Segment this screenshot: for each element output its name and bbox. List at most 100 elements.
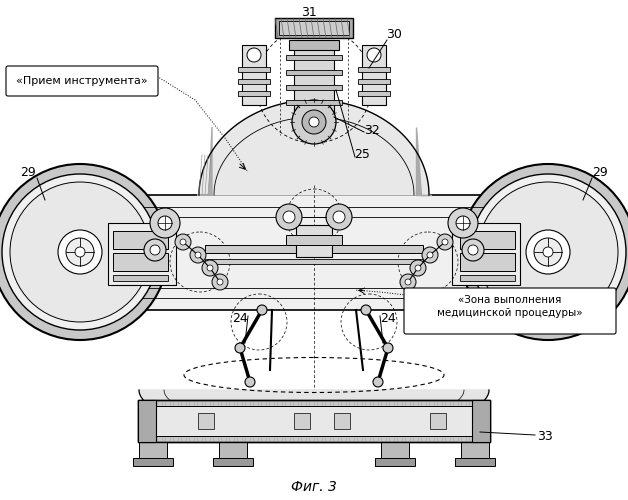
Bar	[219, 442, 247, 464]
Bar	[205, 245, 423, 253]
Text: медицинской процедуры»: медицинской процедуры»	[437, 308, 583, 318]
Circle shape	[66, 238, 94, 266]
Bar	[289, 40, 339, 50]
Circle shape	[410, 260, 426, 276]
Circle shape	[400, 274, 416, 290]
Circle shape	[283, 211, 295, 223]
Text: 29: 29	[592, 166, 608, 178]
Text: 32: 32	[364, 124, 380, 136]
Bar	[286, 70, 342, 75]
Circle shape	[175, 234, 191, 250]
Bar	[460, 275, 515, 281]
Bar	[198, 413, 214, 429]
Text: 30: 30	[386, 28, 402, 42]
Text: 24: 24	[232, 312, 248, 324]
Bar	[242, 45, 266, 105]
Bar	[138, 400, 490, 442]
Bar	[460, 253, 515, 271]
Bar	[461, 442, 489, 464]
Bar	[294, 413, 310, 429]
Text: 29: 29	[20, 166, 36, 178]
Bar	[381, 442, 409, 464]
Bar	[153, 406, 475, 436]
Circle shape	[292, 100, 336, 144]
Circle shape	[478, 182, 618, 322]
Bar	[358, 91, 390, 96]
Bar	[286, 55, 342, 60]
Circle shape	[217, 279, 223, 285]
FancyBboxPatch shape	[404, 288, 616, 334]
Bar	[133, 458, 173, 466]
Bar	[113, 253, 168, 271]
Circle shape	[144, 239, 166, 261]
Circle shape	[383, 343, 393, 353]
Bar	[286, 100, 342, 105]
Bar	[455, 458, 495, 466]
Circle shape	[58, 230, 102, 274]
Circle shape	[276, 204, 302, 230]
Bar	[294, 40, 334, 115]
Circle shape	[361, 305, 371, 315]
Polygon shape	[416, 127, 431, 195]
Circle shape	[212, 274, 228, 290]
Bar	[238, 79, 270, 84]
Bar	[275, 18, 353, 38]
Circle shape	[470, 174, 626, 330]
Circle shape	[150, 208, 180, 238]
Circle shape	[422, 247, 438, 263]
Text: «Зона выполнения: «Зона выполнения	[458, 295, 561, 305]
Circle shape	[415, 265, 421, 271]
Circle shape	[442, 239, 448, 245]
Circle shape	[309, 117, 319, 127]
Text: «Прием инструмента»: «Прием инструмента»	[16, 76, 148, 86]
Bar	[296, 225, 332, 257]
Circle shape	[180, 239, 186, 245]
Bar	[213, 458, 253, 466]
Circle shape	[0, 164, 168, 340]
Circle shape	[302, 110, 326, 134]
Bar	[472, 400, 490, 442]
Bar	[375, 458, 415, 466]
Circle shape	[10, 182, 150, 322]
Bar	[238, 67, 270, 72]
Circle shape	[534, 238, 562, 266]
Circle shape	[235, 343, 245, 353]
Bar	[113, 231, 168, 249]
Circle shape	[2, 174, 158, 330]
Circle shape	[373, 377, 383, 387]
Circle shape	[195, 252, 201, 258]
Text: 31: 31	[301, 6, 317, 18]
Bar	[100, 195, 528, 310]
Circle shape	[207, 265, 213, 271]
Circle shape	[543, 247, 553, 257]
Bar	[358, 79, 390, 84]
Circle shape	[468, 245, 478, 255]
Circle shape	[245, 377, 255, 387]
Circle shape	[75, 247, 85, 257]
Bar	[334, 413, 350, 429]
Polygon shape	[199, 100, 429, 195]
Circle shape	[437, 234, 453, 250]
Bar	[205, 259, 423, 264]
Circle shape	[460, 164, 628, 340]
Circle shape	[427, 252, 433, 258]
Bar	[139, 442, 167, 464]
Bar	[430, 413, 446, 429]
Circle shape	[190, 247, 206, 263]
Bar	[286, 85, 342, 90]
Bar	[238, 91, 270, 96]
Text: 33: 33	[537, 430, 553, 444]
Bar	[362, 45, 386, 105]
Circle shape	[367, 48, 381, 62]
Circle shape	[326, 204, 352, 230]
Text: Фиг. 3: Фиг. 3	[291, 480, 337, 494]
Bar	[138, 400, 490, 442]
Bar	[358, 67, 390, 72]
Circle shape	[202, 260, 218, 276]
Circle shape	[150, 245, 160, 255]
FancyBboxPatch shape	[6, 66, 158, 96]
Bar	[452, 223, 520, 285]
Circle shape	[405, 279, 411, 285]
Bar	[286, 235, 342, 245]
Circle shape	[333, 211, 345, 223]
